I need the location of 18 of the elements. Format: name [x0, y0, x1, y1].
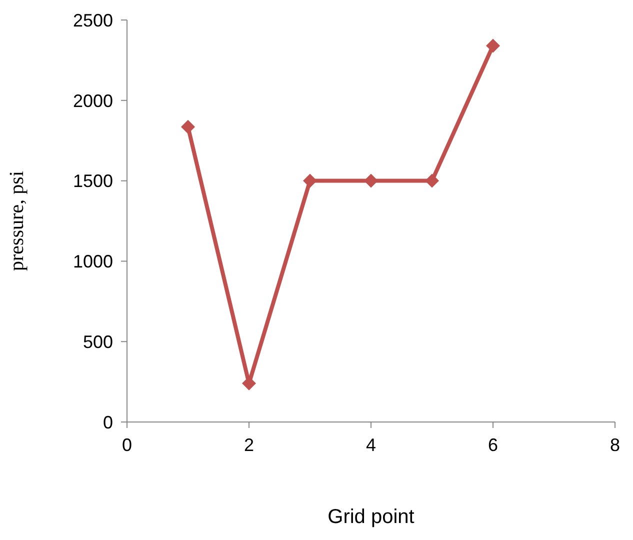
point [486, 38, 500, 53]
x-tick-label: 6 [488, 434, 498, 455]
point [303, 174, 317, 188]
x-tick-label: 0 [122, 434, 132, 455]
x-tick-label: 8 [610, 434, 620, 455]
y-tick-label: 1500 [72, 171, 113, 192]
x-axis-title: Grid point [328, 506, 415, 528]
x-tick-label: 2 [244, 434, 254, 455]
y-tick-label: 2000 [72, 90, 113, 111]
point [364, 174, 378, 188]
y-tick-label: 0 [102, 412, 113, 432]
y-tick-label: 500 [82, 332, 113, 352]
point [181, 120, 195, 134]
y-tick-label: 2500 [72, 10, 113, 30]
y-tick-label: 1000 [72, 252, 113, 272]
point [425, 174, 439, 188]
y-axis-title: pressure, psi [6, 170, 28, 271]
x-tick-label: 4 [366, 434, 376, 455]
